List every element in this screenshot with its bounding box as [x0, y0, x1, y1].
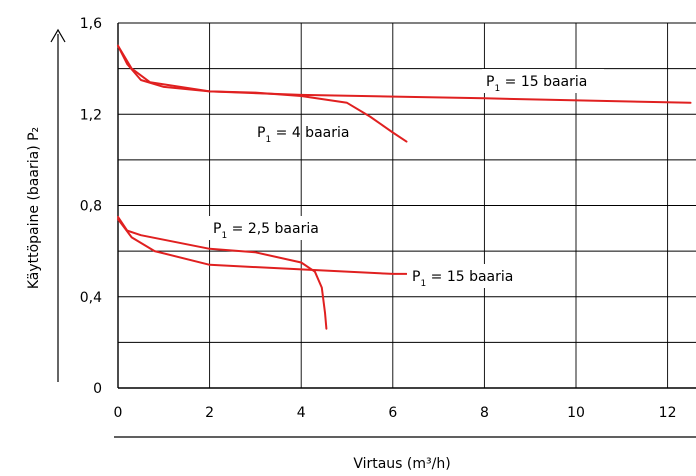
x-tick-label: 2 [205, 405, 214, 421]
series-line-4 [117, 218, 408, 275]
y-tick-label: 1,2 [80, 107, 102, 123]
series-label-1: P1 = 15 baaria [486, 74, 587, 94]
series-label-4: P1 = 15 baaria [412, 269, 513, 289]
y-tick-label: 0,4 [80, 290, 102, 306]
series-label-background [482, 69, 604, 93]
arrow-up-icon [50, 28, 66, 43]
y-axis-title: Käyttöpaine (baaria) P₂ [26, 127, 42, 289]
x-tick-label: 8 [480, 405, 489, 421]
x-tick-label: 4 [297, 405, 306, 421]
series-line-3 [117, 215, 328, 330]
series-label-2: P1 = 4 baaria [257, 125, 349, 145]
x-tick-label: 10 [567, 405, 585, 421]
y-axis-arrow [50, 28, 66, 382]
y-tick-label: 1,6 [80, 16, 102, 32]
x-tick-label: 0 [114, 405, 123, 421]
x-tick-label: 6 [388, 405, 397, 421]
series-label-background [407, 264, 527, 288]
x-tick-label: 12 [659, 405, 677, 421]
grid [118, 22, 696, 388]
series-line-2 [117, 44, 408, 143]
series-label-3: P1 = 2,5 baaria [213, 221, 319, 241]
x-axis-title: Virtaus (m³/h) [353, 456, 450, 472]
series-label-background [208, 216, 336, 240]
y-tick-label: 0,8 [80, 199, 102, 215]
y-tick-label: 0 [93, 381, 102, 397]
series-line-1 [117, 44, 692, 104]
